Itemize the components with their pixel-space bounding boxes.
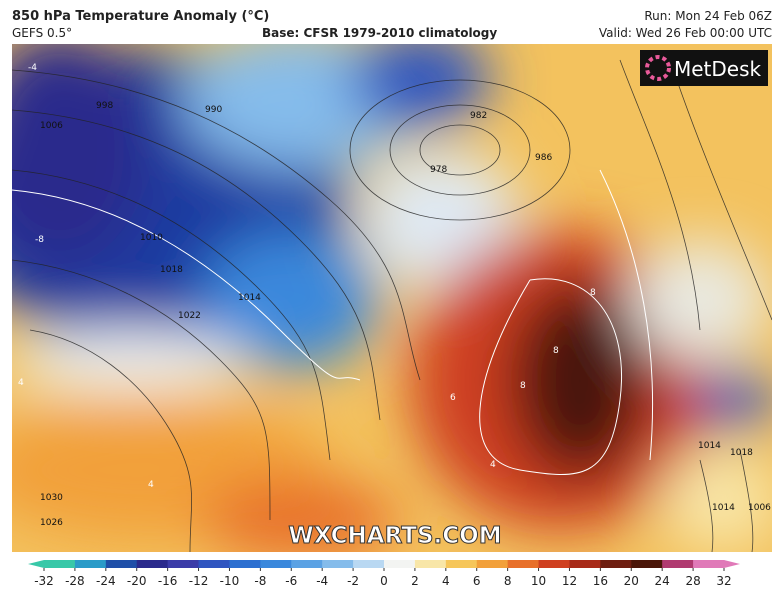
isobar-label: 1014: [712, 503, 735, 513]
isobar-label: 1014: [698, 441, 721, 451]
colorbar-segment: [353, 560, 385, 568]
colorbar-segment: [229, 560, 261, 568]
colorbar-segment: [322, 560, 354, 568]
anomaly-label: -4: [28, 63, 37, 73]
colorbar-tick-label: 20: [624, 574, 639, 588]
colorbar-tick-label: 6: [473, 574, 481, 588]
anomaly-contours: [12, 169, 654, 475]
model: GEFS 0.5°: [12, 26, 72, 40]
title: 850 hPa Temperature Anomaly (°C): [12, 9, 269, 24]
colorbar-tick-label: 8: [504, 574, 512, 588]
colorbar-segment: [74, 560, 107, 568]
isobars: [12, 59, 772, 552]
colorbar-segment: [198, 560, 230, 568]
colorbar-tick-label: 0: [380, 574, 388, 588]
isobar-label: 1006: [748, 503, 771, 513]
isobar-label: 1030: [40, 493, 63, 503]
colorbar-left-arrow: [28, 560, 44, 568]
colorbar-tick-label: 10: [531, 574, 546, 588]
isobar-label: 990: [205, 105, 222, 115]
colorbar-segment: [445, 560, 478, 568]
colorbar-tick-label: -12: [189, 574, 209, 588]
colorbar-tick-label: -16: [158, 574, 178, 588]
colorbar-tick-label: -28: [65, 574, 85, 588]
anomaly-label: 4: [148, 480, 154, 490]
isobar-label: 1018: [730, 448, 753, 458]
anomaly-label: -8: [35, 235, 44, 245]
anomaly-label: 4: [490, 460, 496, 470]
isobar-label: 1026: [40, 518, 63, 528]
isobar-label: 1014: [238, 293, 261, 303]
colorbar-tick-label: -4: [316, 574, 328, 588]
colorbar-tick-label: -2: [347, 574, 359, 588]
isobar-label: 1010: [140, 233, 163, 243]
colorbar-right-arrow: [724, 560, 740, 568]
logo-icon: [645, 55, 671, 81]
colorbar-tick-label: 2: [411, 574, 419, 588]
colorbar: -32 -28 -24 -20 -16 -12 -10 -8 -6 -4 -2 0 2 4 6 8 10 12 16…: [28, 560, 740, 588]
colorbar-segment: [631, 560, 663, 568]
anomaly-label: 8: [590, 288, 596, 298]
anomaly-label: 8: [520, 381, 526, 391]
colorbar-segment: [414, 560, 447, 568]
isobar-label: 982: [470, 111, 487, 121]
map: 998 990 1006 1010 1018 1014 1022 1030 1026 982 978…: [12, 44, 772, 552]
colorbar-segment: [507, 560, 540, 568]
watermark: WXCHARTS.COM: [288, 523, 501, 549]
colorbar-tick-label: -6: [285, 574, 297, 588]
colorbar-segment: [384, 560, 416, 568]
colorbar-segment: [662, 560, 694, 568]
anomaly-label: 6: [450, 393, 456, 403]
run: Run: Mon 24 Feb 06Z: [644, 9, 772, 23]
anomaly-label: 8: [553, 346, 559, 356]
colorbar-segment: [136, 560, 169, 568]
colorbar-tick-label: -8: [254, 574, 266, 588]
colorbar-segment: [44, 560, 76, 568]
colorbar-tick-label: -32: [34, 574, 54, 588]
colorbar-tick-label: 12: [562, 574, 577, 588]
colorbar-segment: [538, 560, 570, 568]
base: Base: CFSR 1979-2010 climatology: [262, 26, 497, 40]
colorbar-tick-label: 28: [685, 574, 700, 588]
anomaly-label: 4: [18, 378, 24, 388]
isobar-label: 1018: [160, 265, 183, 275]
colorbar-tick-label: 16: [593, 574, 608, 588]
colorbar-tick-label: -20: [127, 574, 147, 588]
colorbar-segment: [167, 560, 200, 568]
colorbar-segment: [291, 560, 323, 568]
colorbar-tick-label: 4: [442, 574, 450, 588]
colorbar-tick-label: 32: [716, 574, 731, 588]
isobar-label: 1022: [178, 311, 201, 321]
colorbar-segment: [260, 560, 292, 568]
isobar-label: 986: [535, 153, 552, 163]
colorbar-tick-label: 24: [655, 574, 670, 588]
colorbar-segment: [569, 560, 601, 568]
colorbar-segment: [105, 560, 138, 568]
colorbar-segment: [600, 560, 632, 568]
logo: MetDesk: [674, 57, 762, 81]
isobar-label: 998: [96, 101, 113, 111]
isobar-label: 978: [430, 165, 447, 175]
colorbar-tick-label: -24: [96, 574, 116, 588]
colorbar-segment: [693, 560, 725, 568]
colorbar-tick-label: -10: [220, 574, 240, 588]
valid: Valid: Wed 26 Feb 00:00 UTC: [599, 26, 772, 40]
anomaly-field: [12, 44, 772, 552]
colorbar-segment: [476, 560, 509, 568]
isobar-label: 1006: [40, 121, 63, 131]
